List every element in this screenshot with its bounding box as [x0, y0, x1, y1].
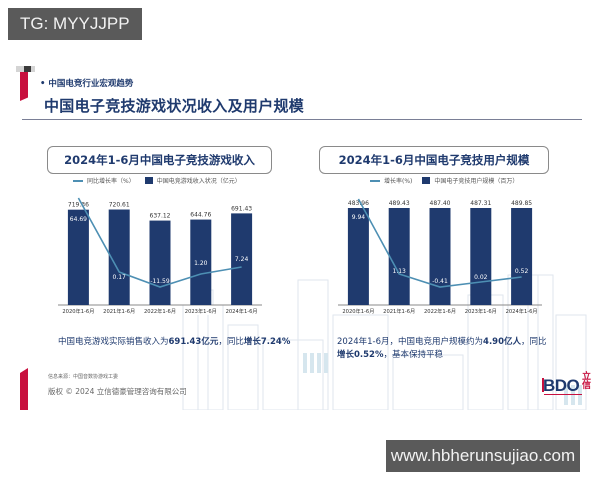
bar	[108, 209, 130, 305]
source-note: 信息来源：中国音数协游戏工委	[48, 374, 119, 380]
bdo-logo-cn: 立信	[582, 372, 592, 391]
page-title: 中国电子竞技游戏状况收入及用户规模	[44, 97, 305, 115]
svg-text:64.69: 64.69	[70, 216, 87, 223]
svg-text:0.17: 0.17	[113, 274, 127, 281]
left-revenue-chart: 719.36 2020年1-6月 720.61 2021年1-6月 637.12 2022…	[58, 197, 262, 315]
svg-text:9.94: 9.94	[352, 214, 366, 221]
svg-text:637.12: 637.12	[150, 213, 171, 220]
bar	[67, 209, 89, 305]
svg-text:2020年1-6月: 2020年1-6月	[342, 307, 374, 315]
bdo-logo: BDO	[543, 376, 580, 395]
svg-text:2024年1-6月: 2024年1-6月	[506, 307, 538, 315]
svg-text:487.40: 487.40	[430, 200, 451, 207]
svg-text:2020年1-6月: 2020年1-6月	[62, 307, 94, 315]
right-chart-legend: 增长率(%) 中国电子竞技用户规模（百万）	[370, 176, 518, 185]
svg-text:719.36: 719.36	[68, 202, 89, 209]
bar	[149, 220, 171, 305]
svg-text:487.31: 487.31	[470, 200, 491, 207]
title-divider	[22, 119, 582, 120]
legend-line-label: 同比增长率（%）	[87, 178, 135, 185]
legend-line-label: 增长率(%)	[384, 178, 413, 185]
svg-text:2022年1-6月: 2022年1-6月	[424, 307, 456, 315]
svg-text:691.43: 691.43	[231, 205, 252, 212]
right-chart-note: 2024年1-6月，中国电竞用户规模约为4.90亿人，同比 增长0.52%，基本保…	[337, 337, 547, 360]
svg-text:489.85: 489.85	[511, 200, 532, 207]
bar	[429, 208, 451, 305]
legend-bar-swatch	[422, 177, 431, 184]
legend-line-swatch	[370, 179, 380, 182]
svg-text:2021年1-6月: 2021年1-6月	[383, 307, 415, 315]
svg-text:0.52: 0.52	[515, 268, 529, 275]
legend-line-swatch	[73, 179, 83, 182]
bar	[511, 208, 533, 305]
red-ribbon-bottom	[20, 368, 28, 410]
svg-text:2022年1-6月: 2022年1-6月	[144, 307, 176, 315]
left-chart-note: 中国电竞游戏实际销售收入为691.43亿元，同比增长7.24%	[58, 337, 291, 347]
svg-text:2023年1-6月: 2023年1-6月	[465, 307, 497, 315]
bdo-logo-bar	[542, 378, 544, 392]
ribbon-top-marker	[24, 66, 31, 72]
bar	[190, 219, 212, 305]
red-ribbon-decoration	[20, 72, 28, 101]
svg-text:2023年1-6月: 2023年1-6月	[185, 307, 217, 315]
copyright: 版权 © 2024 立信德豪管理咨询有限公司	[48, 387, 187, 396]
svg-text:1.13: 1.13	[393, 268, 407, 275]
svg-text:489.43: 489.43	[389, 200, 410, 207]
svg-text:644.76: 644.76	[190, 212, 211, 219]
svg-text:483.96: 483.96	[348, 200, 369, 207]
left-chart-title: 2024年1-6月中国电子竞技游戏收入	[47, 146, 272, 174]
svg-text:-0.41: -0.41	[432, 278, 448, 285]
bar	[231, 213, 253, 305]
bar	[470, 208, 492, 305]
bar	[388, 208, 410, 305]
bar	[347, 208, 369, 305]
slide: • 中国电竞行业宏观趋势 中国电子竞技游戏状况收入及用户规模 2024年1-6月…	[8, 55, 592, 410]
svg-text:720.61: 720.61	[109, 202, 130, 209]
bdo-logo-underline	[544, 394, 582, 395]
legend-bar-label: 中国电子竞技用户规模（百万）	[434, 178, 519, 185]
section-kicker: • 中国电竞行业宏观趋势	[40, 79, 134, 89]
svg-text:0.02: 0.02	[474, 274, 488, 281]
legend-bar-label: 中国电竞游戏收入状况（亿元）	[156, 178, 241, 185]
watermark-site-label: www.hbherunsujiao.com	[386, 440, 580, 472]
right-chart-title: 2024年1-6月中国电子竞技用户规模	[319, 146, 549, 174]
svg-text:7.24: 7.24	[235, 256, 249, 263]
city-skyline-background	[182, 274, 587, 410]
right-users-chart: 483.96 2020年1-6月 489.43 2021年1-6月 487.40 2022…	[338, 198, 542, 315]
svg-text:1.20: 1.20	[194, 260, 208, 267]
left-chart-legend: 同比增长率（%） 中国电竞游戏收入状况（亿元）	[73, 176, 241, 185]
svg-text:2024年1-6月: 2024年1-6月	[226, 307, 258, 315]
svg-text:-11.59: -11.59	[150, 278, 170, 285]
legend-bar-swatch	[144, 177, 153, 184]
svg-text:2021年1-6月: 2021年1-6月	[103, 307, 135, 315]
watermark-tg-label: TG: MYYJJPP	[8, 8, 142, 40]
